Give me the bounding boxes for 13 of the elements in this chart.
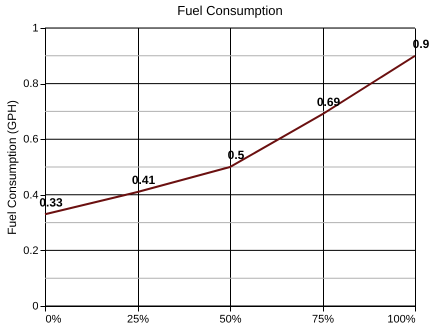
x-tick-label: 75%: [312, 314, 334, 326]
x-tick-label: 100%: [387, 314, 416, 326]
y-tick-label: 1: [32, 22, 38, 34]
x-tick-label: 25%: [126, 314, 150, 326]
chart-title: Fuel Consumption: [177, 3, 283, 18]
x-tick-label: 50%: [219, 314, 242, 326]
y-tick-label: 0.4: [23, 189, 38, 202]
x-tick-label: 0%: [46, 314, 62, 326]
y-tick-label: 0.6: [23, 134, 38, 146]
y-tick-label: 0.8: [23, 78, 38, 90]
y-axis-title: Fuel Consumption (GPH): [5, 100, 20, 235]
y-tick-label: 0: [32, 300, 38, 312]
y-tick-label: 0.2: [23, 244, 38, 257]
